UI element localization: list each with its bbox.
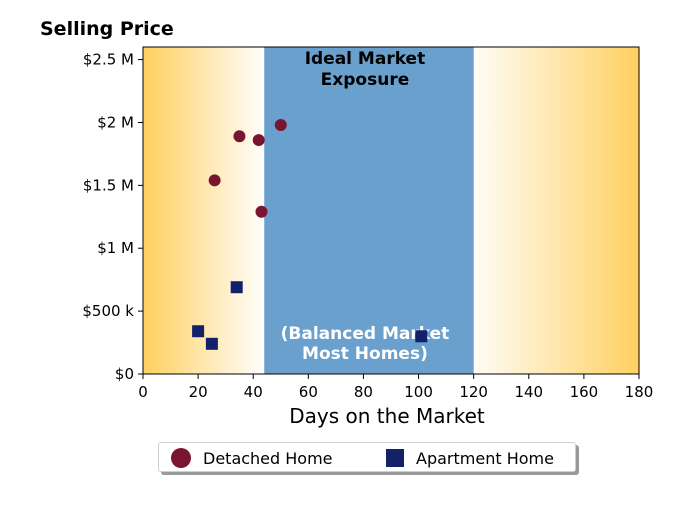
y-tick-label: $2.5 M (83, 51, 134, 69)
x-tick-label: 40 (244, 383, 263, 401)
x-tick-label: 120 (459, 383, 488, 401)
y-tick-label: $0 (115, 365, 134, 383)
x-tick-label: 60 (299, 383, 318, 401)
x-tick-label: 160 (570, 383, 599, 401)
detached-home-point-0 (208, 174, 221, 187)
detached-home-point-2 (252, 134, 265, 147)
detached-home-point-3 (255, 205, 268, 218)
legend-marker-circle (171, 448, 191, 468)
apartment-home-point-0 (192, 325, 205, 338)
ideal-exposure-region (264, 47, 474, 374)
region-label-bottom-1: (Balanced Market (281, 324, 450, 344)
chart-title: Selling Price (40, 18, 174, 40)
x-tick-label: 100 (404, 383, 433, 401)
y-tick-label: $500 k (82, 302, 134, 320)
y-tick-label: $1 M (97, 239, 134, 257)
legend-label-apartment: Apartment Home (416, 448, 554, 468)
legend-item-detached: Detached Home (171, 443, 333, 473)
region-label-top-1: Ideal Market (305, 49, 426, 69)
region-label-bottom-2: Most Homes) (302, 344, 428, 364)
legend-item-apartment: Apartment Home (386, 443, 554, 473)
x-tick-label: 180 (625, 383, 654, 401)
legend-marker-square (386, 449, 404, 467)
apartment-home-point-3 (415, 330, 428, 343)
x-tick-label: 140 (514, 383, 543, 401)
apartment-home-point-1 (205, 337, 218, 350)
detached-home-point-1 (233, 130, 246, 143)
x-tick-label: 0 (138, 383, 148, 401)
apartment-home-point-2 (230, 281, 243, 294)
region-label-top-2: Exposure (321, 70, 410, 90)
y-tick-label: $2 M (97, 113, 134, 131)
legend-label-detached: Detached Home (203, 448, 333, 468)
x-tick-label: 80 (354, 383, 373, 401)
y-tick-label: $1.5 M (83, 176, 134, 194)
legend: Detached Home Apartment Home (158, 442, 576, 472)
plot-frame (142, 46, 640, 375)
x-axis-label: Days on the Market (289, 404, 485, 428)
x-tick-label: 20 (189, 383, 208, 401)
detached-home-point-4 (274, 118, 287, 131)
